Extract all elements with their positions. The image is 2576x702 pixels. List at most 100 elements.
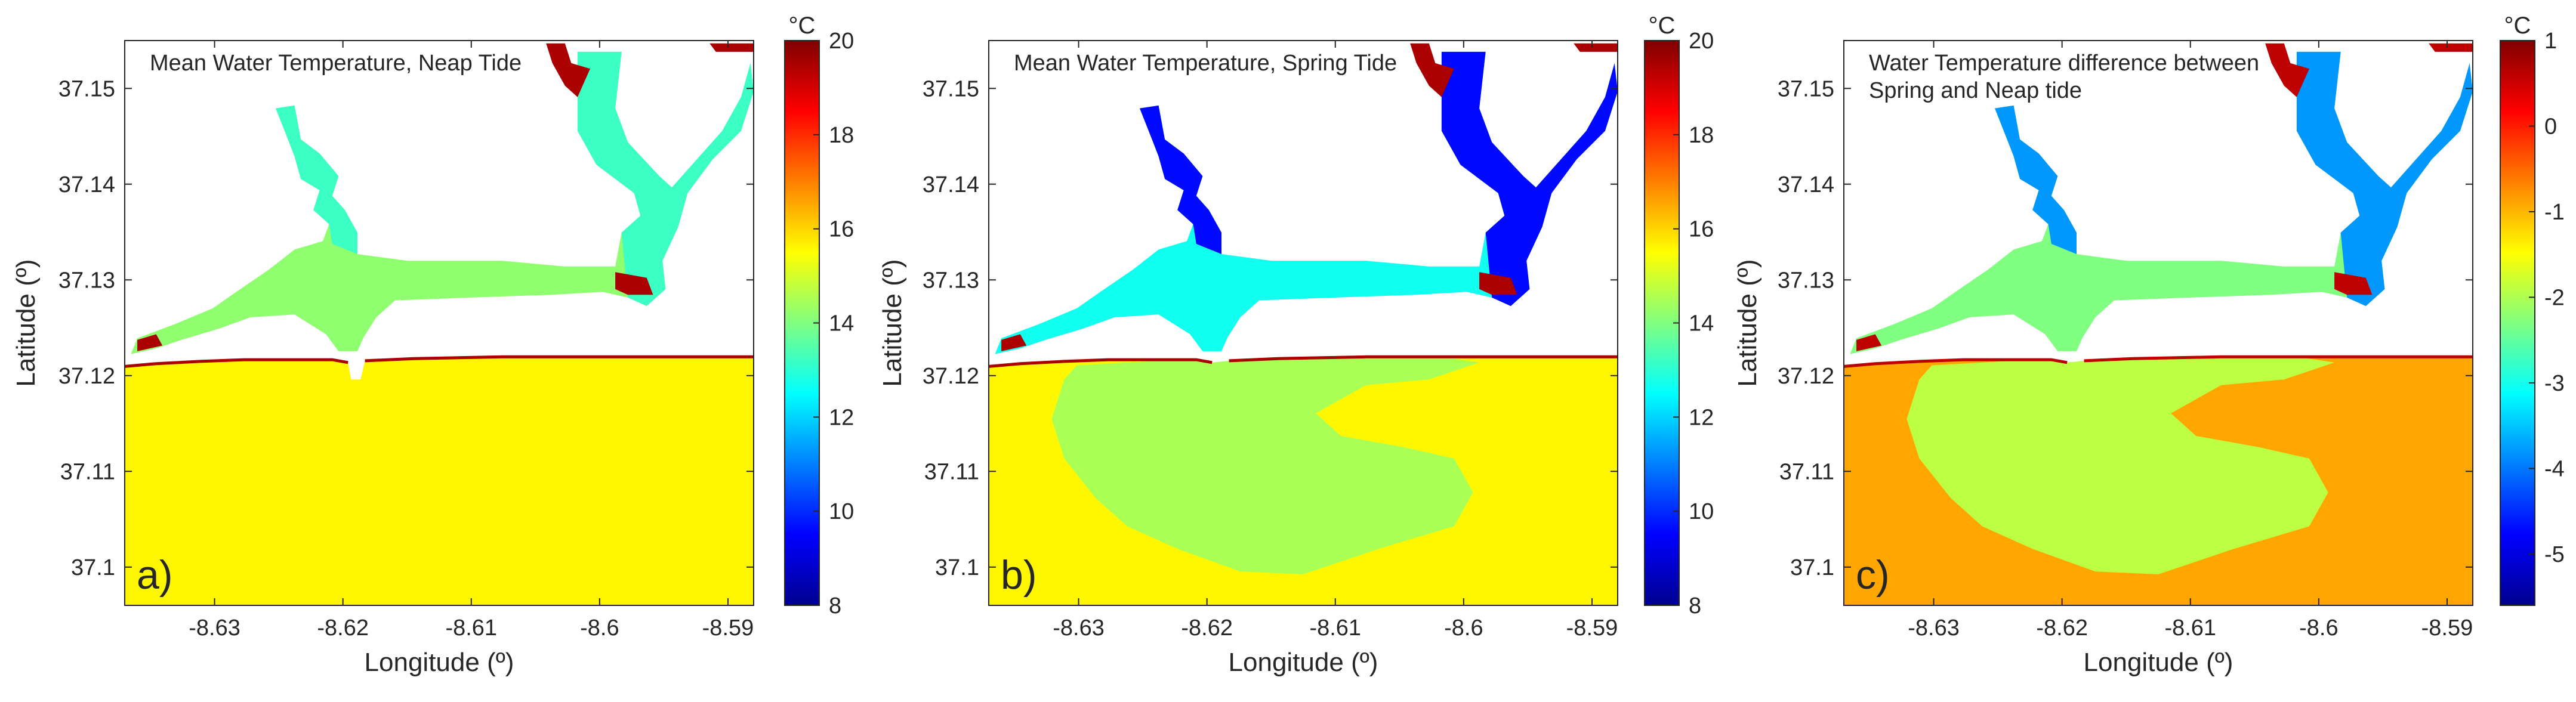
data-region-5 — [988, 43, 1618, 368]
axes-frame — [988, 40, 1618, 606]
colorbar-tick-label: -5 — [2544, 542, 2565, 567]
x-axis-label: Longitude (º) — [1229, 648, 1378, 677]
y-tick-label: 37.14 — [923, 172, 979, 197]
y-tick-label: 37.1 — [71, 555, 115, 580]
coast-edge-east — [365, 355, 754, 363]
colorbar-tick-label: 18 — [829, 123, 854, 148]
y-tick-label: 37.15 — [58, 76, 115, 101]
colorbar-gradient — [2500, 40, 2535, 606]
west-channel-shape — [276, 105, 357, 254]
coast-edge-west — [124, 358, 348, 368]
colorbar-tick-label: 18 — [1689, 123, 1714, 148]
x-tick-label: -8.59 — [702, 616, 754, 641]
data-region-4 — [124, 43, 754, 368]
axes-frame — [124, 40, 754, 606]
x-tick-label: -8.62 — [2036, 616, 2088, 641]
margin-shape-4 — [2429, 43, 2473, 52]
chart-title: Mean Water Temperature, Spring Tide — [1014, 51, 1397, 76]
west-channel-shape — [1995, 105, 2077, 254]
margin-shape-4 — [1574, 43, 1618, 52]
colorbar-tick-label: 10 — [1689, 499, 1714, 524]
colorbar-unit: °C — [2504, 13, 2531, 39]
colorbar-unit: °C — [1649, 13, 1676, 39]
x-tick-label: -8.6 — [2299, 616, 2338, 641]
y-tick-label: 37.11 — [924, 459, 979, 484]
y-tick-label: 37.13 — [1778, 268, 1834, 293]
data-region-2 — [1906, 357, 2335, 574]
y-tick-label: 37.15 — [923, 76, 979, 101]
coast-edge-east — [1229, 355, 1618, 363]
east-channel-shape — [1441, 51, 1618, 307]
colorbar: 8 10 12 14 16 18 20 °C — [784, 13, 854, 618]
colorbar-tick-label: 0 — [2544, 114, 2557, 139]
axes-frame — [1843, 40, 2473, 606]
colorbar-tick-label: -4 — [2544, 456, 2565, 481]
margin-shape-1 — [1410, 43, 1454, 97]
west-channel-shape — [1140, 105, 1221, 254]
y-axis-label: Latitude (º) — [878, 259, 907, 386]
colorbar-tick-label: 14 — [829, 311, 854, 336]
colorbar-tick-label: 16 — [1689, 217, 1714, 242]
y-tick-label: 37.13 — [58, 268, 115, 293]
x-tick-label: -8.62 — [1181, 616, 1233, 641]
y-tick-label: 37.1 — [1790, 555, 1834, 580]
coast-edge-west — [988, 358, 1213, 368]
margin-shape-2 — [615, 272, 653, 295]
x-tick-label: -8.63 — [189, 616, 240, 641]
y-tick-label: 37.15 — [1778, 76, 1834, 101]
data-region-3 — [276, 51, 754, 307]
panel-label: a) — [137, 552, 172, 598]
data-region-1 — [125, 357, 754, 605]
margin-shape-2 — [2334, 272, 2373, 295]
x-axis-label: Longitude (º) — [2084, 648, 2233, 677]
margin-shape-4 — [709, 43, 754, 52]
x-tick-label: -8.6 — [580, 616, 619, 641]
y-axis-label: Latitude (º) — [11, 259, 41, 386]
x-tick-label: -8.61 — [445, 616, 497, 641]
data-region-5 — [1843, 43, 2473, 368]
x-tick-label: -8.59 — [1566, 616, 1618, 641]
chart-title-line-2: Spring and Neap tide — [1869, 78, 2082, 103]
x-tick-label: -8.59 — [2421, 616, 2473, 641]
y-tick-label: 37.11 — [60, 459, 115, 484]
x-tick-label: -8.63 — [1053, 616, 1105, 641]
chart-panel-3: -8.63 -8.62 -8.61 -8.6 -8.59 37.1 37.11 37.12 37… — [1733, 13, 2565, 677]
colorbar-unit: °C — [789, 13, 816, 39]
margin-shape-1 — [2265, 43, 2309, 97]
x-tick-label: -8.62 — [317, 616, 369, 641]
y-axis-label: Latitude (º) — [1733, 259, 1762, 386]
colorbar-tick-label: 20 — [1689, 29, 1714, 54]
y-tick-label: 37.12 — [1778, 364, 1834, 389]
y-tick-label: 37.11 — [1779, 459, 1834, 484]
panel-label: c) — [1856, 552, 1890, 598]
chart-title: Mean Water Temperature, Neap Tide — [150, 51, 522, 76]
margin-shape-3 — [1001, 334, 1027, 351]
colorbar-tick-label: 20 — [829, 29, 854, 54]
data-region-2 — [1051, 357, 1480, 574]
y-tick-label: 37.1 — [935, 555, 979, 580]
coast-edge-west — [1843, 358, 2068, 368]
colorbar-tick-label: 10 — [829, 499, 854, 524]
y-tick-label: 37.13 — [923, 268, 979, 293]
chart-panel-1: -8.63 -8.62 -8.61 -8.6 -8.59 37.1 37.11 37.12 37… — [11, 13, 854, 677]
x-tick-label: -8.61 — [1309, 616, 1361, 641]
data-region-4 — [1140, 51, 1618, 307]
margin-shape-1 — [546, 43, 590, 97]
panel-label: b) — [1001, 552, 1036, 598]
colorbar-tick-label: -1 — [2544, 200, 2565, 225]
colorbar-tick-label: -2 — [2544, 285, 2565, 310]
colorbar-tick-label: 1 — [2544, 29, 2557, 54]
east-channel-shape — [577, 51, 754, 307]
plume-core-shape — [2063, 360, 2158, 515]
colorbar-tick-label: 12 — [1689, 405, 1714, 430]
y-tick-label: 37.12 — [58, 364, 115, 389]
colorbar: 8 10 12 14 16 18 20 °C — [1644, 13, 1714, 618]
plume-shape — [1051, 357, 1480, 574]
y-tick-label: 37.12 — [923, 364, 979, 389]
margin-shape-3 — [137, 334, 163, 351]
data-region-4 — [1995, 51, 2473, 307]
colorbar: -5 -4 -3 -2 -1 0 1 °C — [2500, 13, 2565, 606]
colorbar-tick-label: 14 — [1689, 311, 1714, 336]
x-tick-label: -8.63 — [1908, 616, 1960, 641]
x-tick-label: -8.6 — [1444, 616, 1483, 641]
